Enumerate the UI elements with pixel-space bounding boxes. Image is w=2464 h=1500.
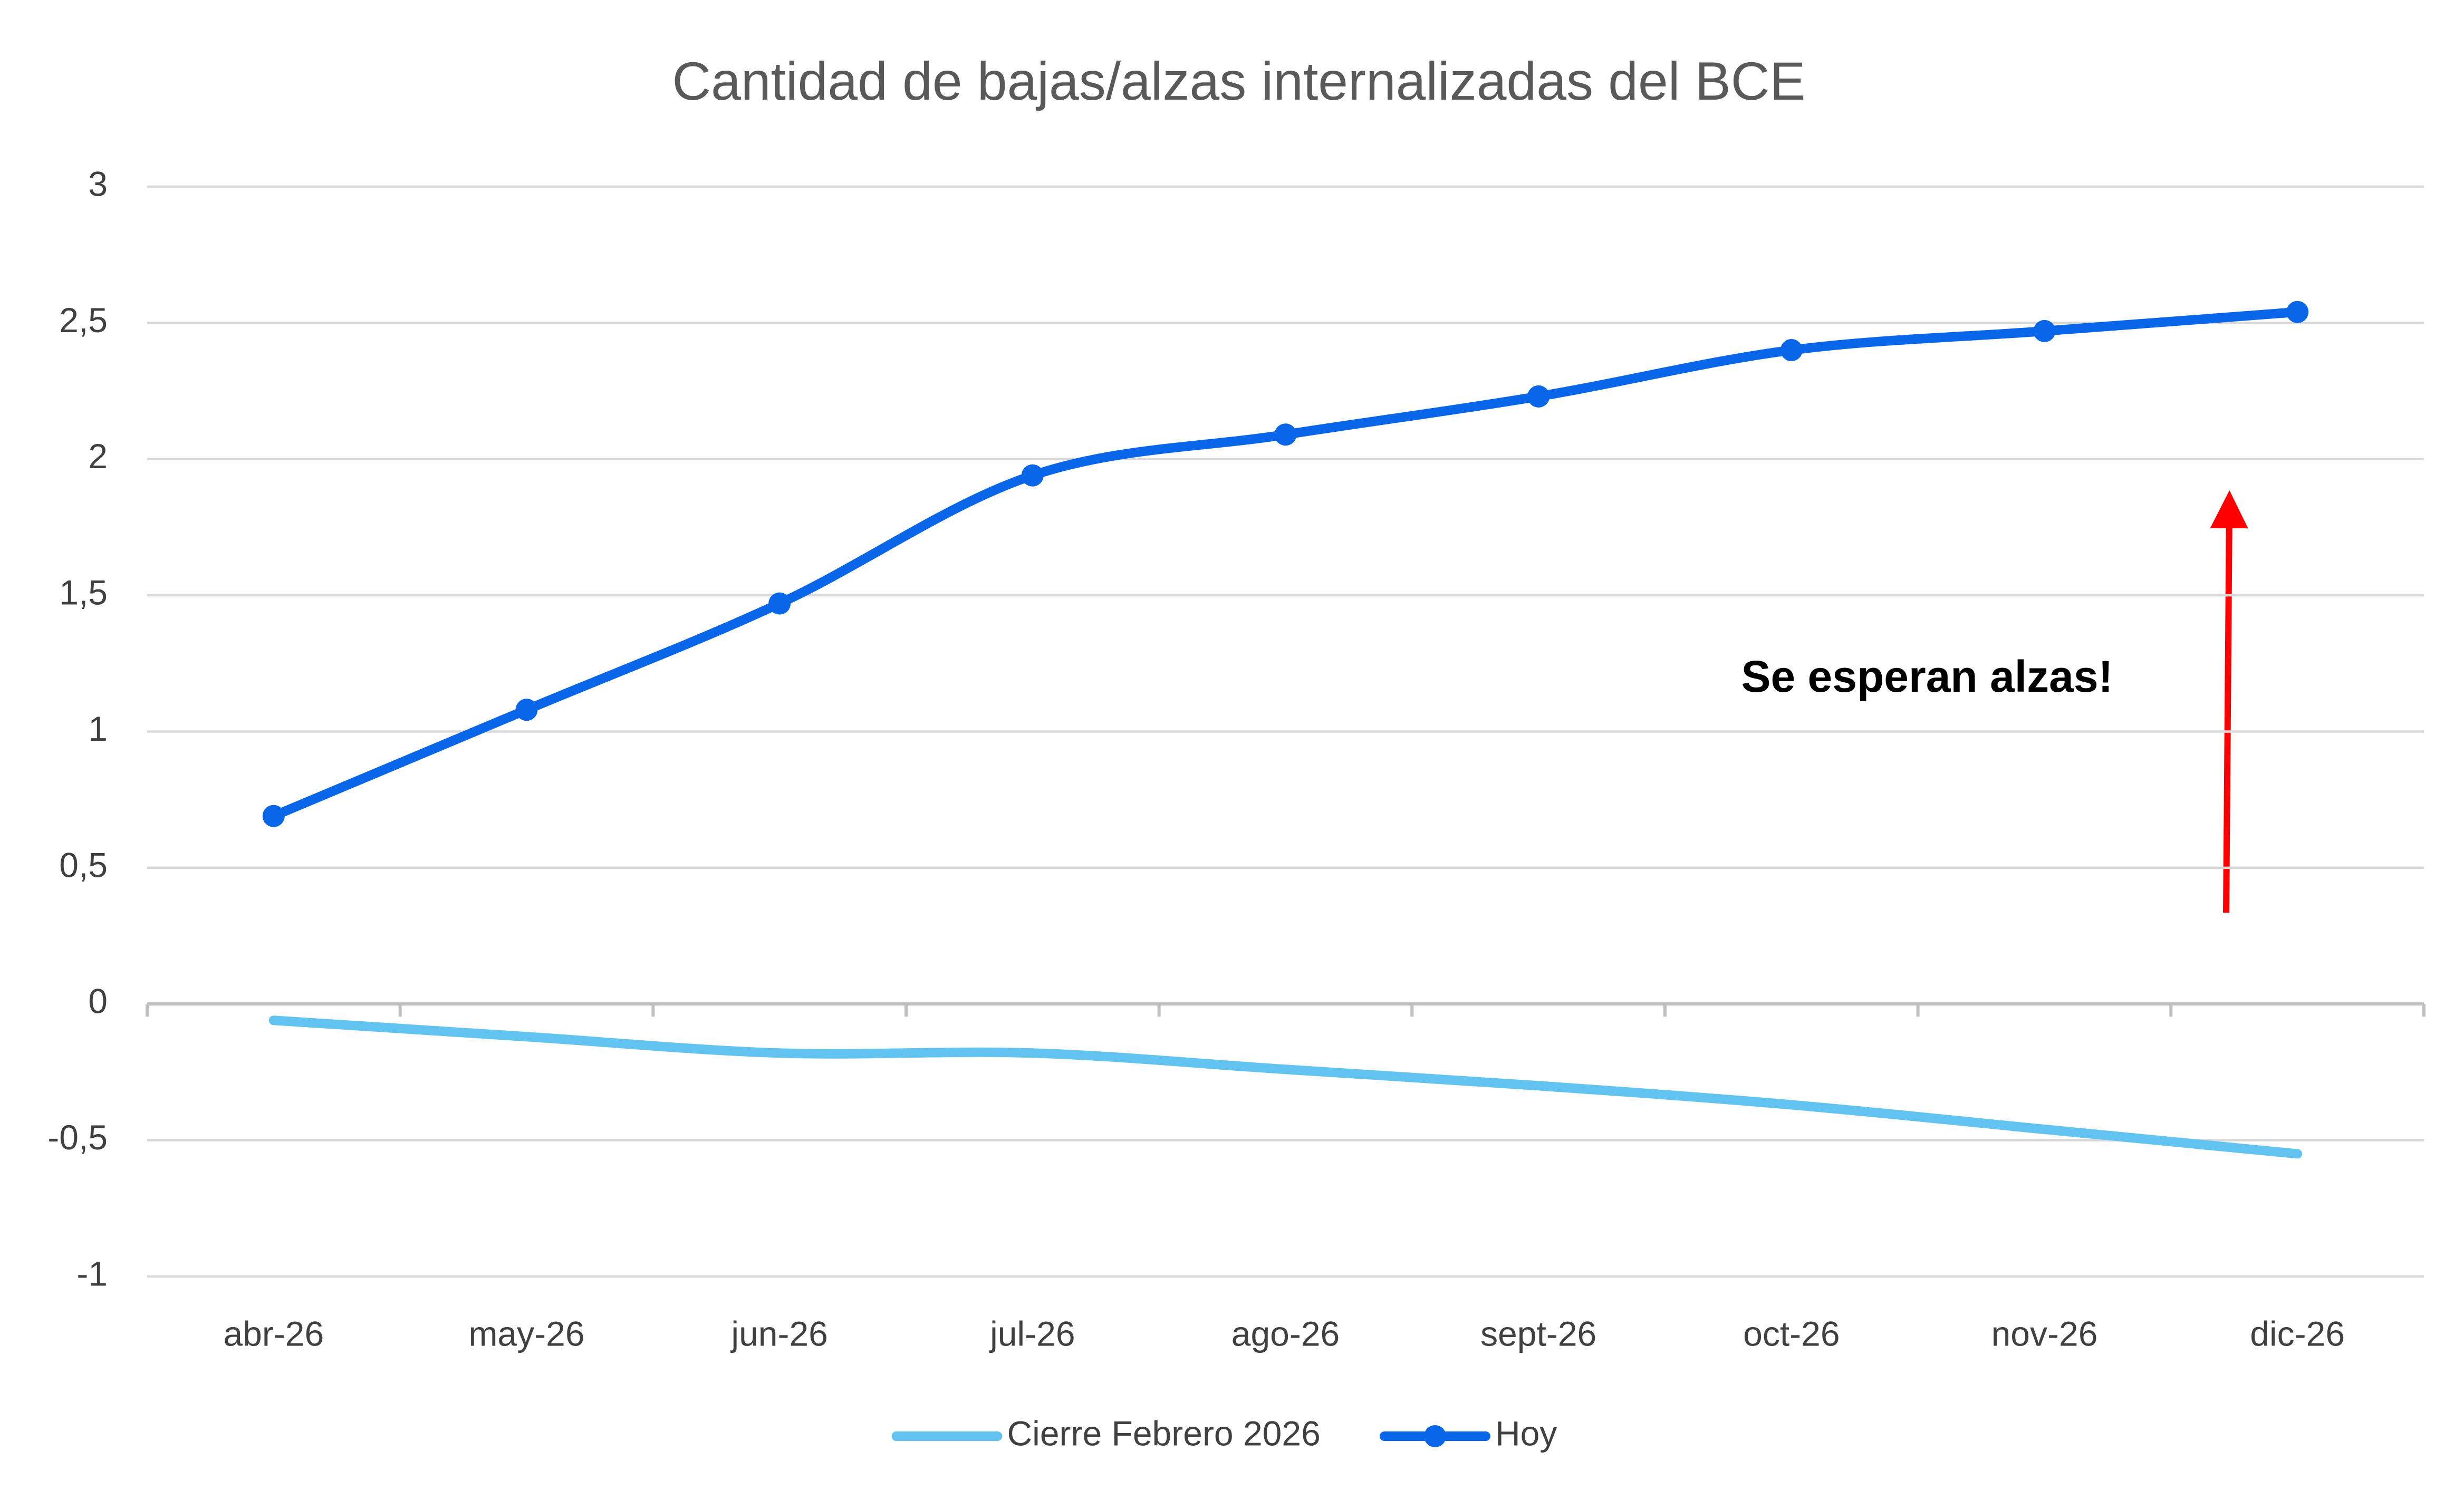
series-line	[268, 1015, 2303, 1159]
y-tick-label: -1	[76, 1254, 108, 1293]
x-tick-label: oct-26	[1743, 1314, 1840, 1353]
x-tick-label: sept-26	[1480, 1314, 1596, 1353]
annotation: Se esperan alzas!	[1741, 652, 2113, 701]
legend-label: Cierre Febrero 2026	[1007, 1414, 1321, 1453]
y-tick-label: 1	[88, 709, 108, 748]
y-tick-label: 2	[88, 437, 108, 476]
y-tick-label: 1,5	[59, 573, 108, 612]
x-tick-label: nov-26	[1991, 1314, 2098, 1353]
x-tick-label: ago-26	[1231, 1314, 1340, 1353]
y-tick-label: 3	[88, 164, 108, 203]
x-tick-label: abr-26	[223, 1314, 324, 1353]
data-point	[2033, 320, 2056, 342]
chart-title: Cantidad de bajas/alzas internalizadas d…	[672, 51, 1806, 111]
data-point	[515, 699, 538, 721]
x-tick-label: dic-26	[2250, 1314, 2345, 1353]
y-tick-label: -0,5	[47, 1118, 108, 1157]
y-tick-label: 0,5	[59, 845, 108, 884]
x-tick-label: may-26	[468, 1314, 584, 1353]
annotation-arrow	[2210, 490, 2248, 913]
legend-marker	[1424, 1425, 1447, 1448]
x-tick-label: jul-26	[989, 1314, 1075, 1353]
y-tick-label: 2,5	[59, 301, 108, 340]
data-point	[262, 805, 285, 827]
data-point	[1021, 464, 1044, 487]
data-point	[1527, 385, 1550, 408]
legend-label: Hoy	[1495, 1414, 1557, 1453]
data-point	[2286, 301, 2309, 323]
data-point	[1274, 423, 1297, 446]
x-tick-label: jun-26	[730, 1314, 827, 1353]
y-tick-label: 0	[88, 982, 108, 1021]
data-point	[768, 592, 791, 615]
data-point	[1780, 339, 1803, 362]
